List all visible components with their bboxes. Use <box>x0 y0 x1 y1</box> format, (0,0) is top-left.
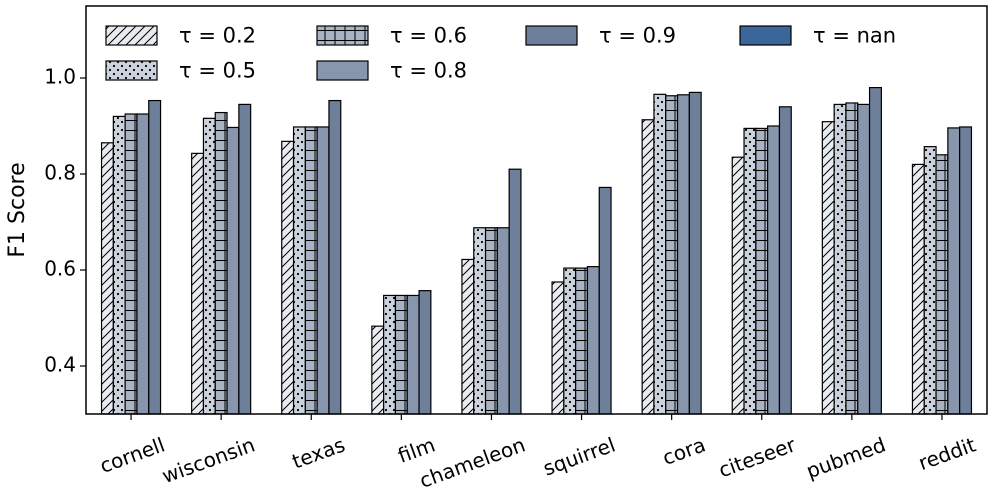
bar-hatch-wisconsin-0p2 <box>191 153 204 415</box>
bar-hatch-cornell-0p5 <box>113 116 126 415</box>
bar-hatch-cora-0p6 <box>665 95 678 414</box>
legend-swatch-outline-0p8 <box>316 60 369 81</box>
bar-hatch-texas-0p6 <box>305 126 318 415</box>
legend-label-0p2: τ = 0.2 <box>179 24 256 48</box>
bar-hatch-squirrel-0p5 <box>563 268 576 414</box>
bar-citeseer-0p8 <box>767 126 780 414</box>
legend-swatch-0p8 <box>317 61 368 80</box>
bar-texas-0p8 <box>317 126 329 415</box>
bar-hatch-texas-0p5 <box>293 126 306 415</box>
bar-hatch-citeseer-0p5 <box>744 128 756 414</box>
x-tick-label-citeseer: citeseer <box>715 432 799 482</box>
bar-hatch-reddit-0p5 <box>924 146 937 414</box>
bar-citeseer-0p9 <box>779 106 792 415</box>
legend-label-0p9: τ = 0.9 <box>599 24 676 48</box>
bar-squirrel-0p9 <box>599 187 612 414</box>
bar-film-0p8 <box>407 295 420 414</box>
plot-frame <box>85 5 988 415</box>
bar-pubmed-0p9 <box>869 87 882 414</box>
legend-swatch-outline-0p2 <box>105 25 158 46</box>
x-tick-label-squirrel: squirrel <box>540 432 619 480</box>
bar-cornell-0p8 <box>136 114 149 414</box>
bar-hatch-chameleon-0p5 <box>473 227 486 414</box>
bar-hatch-texas-0p2 <box>281 141 294 415</box>
bar-chameleon-0p8 <box>497 227 510 414</box>
bar-hatch-wisconsin-0p5 <box>203 118 216 414</box>
bar-hatch-chameleon-0p2 <box>461 259 474 414</box>
bar-hatch-film-0p6 <box>395 295 408 414</box>
bar-hatch-film-0p5 <box>383 295 396 414</box>
bar-hatch-pubmed-0p6 <box>845 102 858 415</box>
bar-cora-0p9 <box>689 92 702 415</box>
legend-swatch-nan <box>740 26 791 45</box>
legend-swatch-outline-0p6 <box>316 25 369 46</box>
bar-hatch-reddit-0p2 <box>912 164 925 414</box>
legend-swatch-hatch-0p2 <box>106 26 157 45</box>
x-tick-label-cora: cora <box>659 432 708 470</box>
bar-hatch-pubmed-0p2 <box>822 121 835 415</box>
x-tick-label-texas: texas <box>289 432 348 473</box>
y-tick-label-0.6: 0.6 <box>44 257 76 281</box>
legend: τ = 0.2 τ = 0.6 τ = 0.9 τ = nan τ = 0.5 τ = 0… <box>105 24 896 83</box>
y-axis-title: F1 Score <box>5 162 30 257</box>
bar-chameleon-0p9 <box>509 169 521 414</box>
bar-squirrel-0p8 <box>587 266 600 414</box>
legend-swatch-hatch-0p5 <box>106 61 157 80</box>
x-tick-label-pubmed: pubmed <box>803 432 889 483</box>
bar-cornell-0p9 <box>148 100 161 414</box>
bar-wisconsin-0p9 <box>238 104 251 415</box>
bar-hatch-pubmed-0p5 <box>834 104 846 415</box>
legend-swatch-hatch-0p6 <box>317 26 368 45</box>
bar-hatch-cornell-0p6 <box>125 114 137 414</box>
y-tick-label-0.4: 0.4 <box>44 353 76 377</box>
bar-hatch-citeseer-0p6 <box>755 128 768 414</box>
legend-label-0p6: τ = 0.6 <box>390 24 467 48</box>
legend-label-nan: τ = nan <box>813 24 896 48</box>
bar-hatch-citeseer-0p2 <box>732 157 745 414</box>
legend-swatch-outline-nan <box>739 25 792 46</box>
bar-hatch-wisconsin-0p6 <box>215 112 228 414</box>
bar-hatch-reddit-0p6 <box>936 154 948 415</box>
bar-hatch-film-0p2 <box>371 326 384 414</box>
x-tick-label-reddit: reddit <box>915 432 979 475</box>
x-tick-label-wisconsin: wisconsin <box>159 432 258 488</box>
bars-layer <box>100 86 973 415</box>
bar-hatch-squirrel-0p6 <box>575 268 588 414</box>
bar-film-0p9 <box>419 290 431 414</box>
x-tick-label-cornell: cornell <box>97 432 168 478</box>
x-tick-label-film: film <box>395 432 439 467</box>
bar-wisconsin-0p8 <box>227 127 239 414</box>
bar-reddit-0p9 <box>959 126 972 415</box>
bar-hatch-cora-0p2 <box>642 119 654 414</box>
legend-swatch-outline-0p5 <box>105 60 158 81</box>
bar-reddit-0p8 <box>947 127 960 415</box>
bar-cora-0p8 <box>677 94 690 415</box>
bar-hatch-chameleon-0p6 <box>485 227 498 414</box>
bar-hatch-cora-0p5 <box>653 94 666 414</box>
bar-pubmed-0p8 <box>857 104 870 415</box>
legend-label-0p5: τ = 0.5 <box>179 59 256 83</box>
bar-hatch-cornell-0p2 <box>101 142 114 415</box>
legend-swatch-outline-0p9 <box>525 25 578 46</box>
bar-texas-0p9 <box>328 100 341 414</box>
bar-hatch-squirrel-0p2 <box>552 282 564 414</box>
legend-swatch-0p9 <box>526 26 577 45</box>
y-tick-label-0.8: 0.8 <box>44 161 76 185</box>
legend-label-0p8: τ = 0.8 <box>390 59 467 83</box>
y-tick-label-1.0: 1.0 <box>44 65 76 89</box>
